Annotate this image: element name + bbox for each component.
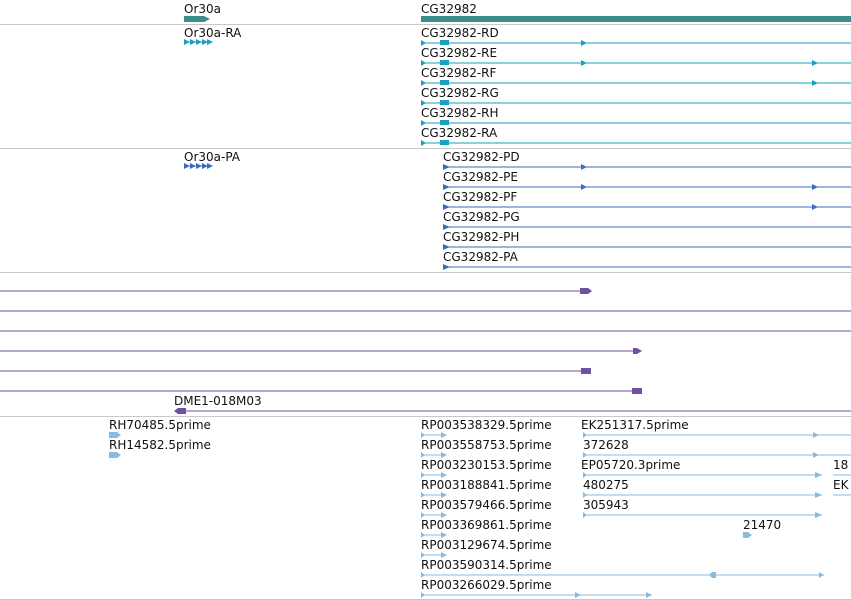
- est-glyph-rp003230153[interactable]: [421, 472, 447, 478]
- alignment-glyph[interactable]: [0, 288, 592, 294]
- gene-label-cg32982[interactable]: CG32982: [421, 2, 477, 16]
- est-glyph-372628[interactable]: [583, 452, 851, 458]
- alignment-glyph-dme1-018m03[interactable]: [174, 408, 851, 414]
- protein-glyph-cg32982-pa[interactable]: [443, 264, 851, 270]
- protein-label-cg32982-ph[interactable]: CG32982-PH: [443, 230, 520, 244]
- protein-label-cg32982-pg[interactable]: CG32982-PG: [443, 210, 520, 224]
- est-glyph-rp003558753[interactable]: [421, 452, 447, 458]
- est-glyph-rp003266029[interactable]: [421, 592, 652, 598]
- est-glyph-rp003579466[interactable]: [421, 512, 447, 518]
- alignment-glyph[interactable]: [0, 368, 591, 374]
- track-separator: [0, 24, 851, 25]
- protein-glyph-cg32982-pe[interactable]: [443, 184, 851, 190]
- protein-glyph-cg32982-pd[interactable]: [443, 164, 851, 170]
- transcript-glyph-or30a-ra[interactable]: [184, 39, 213, 45]
- protein-glyph-cg32982-ph[interactable]: [443, 244, 851, 250]
- est-label-rp003369861[interactable]: RP003369861.5prime: [421, 518, 552, 532]
- gene-track: [184, 16, 851, 22]
- est-glyph-rp003590314[interactable]: [421, 572, 824, 578]
- est-glyph-ep05720[interactable]: [583, 472, 822, 478]
- transcript-label-cg32982-rg[interactable]: CG32982-RG: [421, 86, 499, 100]
- est-label-rp003590314[interactable]: RP003590314.5prime: [421, 558, 552, 572]
- protein-glyph-cg32982-pg[interactable]: [443, 224, 851, 230]
- track-separator: [0, 272, 851, 273]
- transcript-track: [184, 39, 851, 146]
- alignment-label-dme1-018m03[interactable]: DME1-018M03: [174, 394, 262, 408]
- est-label-rh70485[interactable]: RH70485.5prime: [109, 418, 211, 432]
- est-glyph-rh70485[interactable]: [109, 432, 121, 438]
- transcript-glyph-cg32982-rh[interactable]: [421, 120, 851, 126]
- protein-track: [184, 163, 851, 270]
- est-glyph-rp003188841[interactable]: [421, 492, 447, 498]
- transcript-label-cg32982-rf[interactable]: CG32982-RF: [421, 66, 497, 80]
- est-label-480275[interactable]: 480275: [583, 478, 629, 492]
- protein-label-or30a-pa[interactable]: Or30a-PA: [184, 150, 241, 164]
- transcript-label-cg32982-re[interactable]: CG32982-RE: [421, 46, 498, 60]
- alignment-track: [0, 288, 851, 414]
- protein-glyph-or30a-pa[interactable]: [184, 163, 213, 169]
- est-glyph-rp003369861[interactable]: [421, 532, 447, 538]
- est-glyph-305943[interactable]: [583, 512, 822, 518]
- est-label-rp003230153[interactable]: RP003230153.5prime: [421, 458, 552, 472]
- est-glyph-rh14582[interactable]: [109, 452, 121, 458]
- est-label-ep05720[interactable]: EP05720.3prime: [581, 458, 681, 472]
- transcript-glyph-cg32982-rg[interactable]: [421, 100, 851, 106]
- transcript-label-cg32982-rh[interactable]: CG32982-RH: [421, 106, 499, 120]
- est-label-ek251317[interactable]: EK251317.5prime: [581, 418, 689, 432]
- est-label-372628[interactable]: 372628: [583, 438, 629, 452]
- est-label-21470[interactable]: 21470: [743, 518, 782, 532]
- est-label-rp003579466[interactable]: RP003579466.5prime: [421, 498, 552, 512]
- transcript-label-cg32982-rd[interactable]: CG32982-RD: [421, 26, 499, 40]
- transcript-glyph-cg32982-ra[interactable]: [421, 140, 851, 146]
- est-label-rp003538329[interactable]: RP003538329.5prime: [421, 418, 552, 432]
- est-label-rp003188841[interactable]: RP003188841.5prime: [421, 478, 552, 492]
- est-glyph-480275[interactable]: [583, 492, 822, 498]
- est-glyph-rp003538329[interactable]: [421, 432, 447, 438]
- gene-glyph-or30a[interactable]: [184, 16, 210, 22]
- protein-label-cg32982-pa[interactable]: CG32982-PA: [443, 250, 518, 264]
- alignment-glyph[interactable]: [0, 388, 642, 394]
- gene-glyph-cg32982[interactable]: [421, 16, 851, 22]
- est-label-305943[interactable]: 305943: [583, 498, 629, 512]
- transcript-glyph-cg32982-rd[interactable]: [421, 40, 851, 46]
- track-separator: [0, 148, 851, 149]
- protein-glyph-cg32982-pf[interactable]: [443, 204, 851, 210]
- est-glyph-ek251317[interactable]: [583, 432, 851, 438]
- protein-label-cg32982-pe[interactable]: CG32982-PE: [443, 170, 518, 184]
- transcript-label-or30a-ra[interactable]: Or30a-RA: [184, 26, 242, 40]
- est-glyph-rp003129674[interactable]: [421, 552, 447, 558]
- est-track: [109, 432, 851, 598]
- transcript-label-cg32982-ra[interactable]: CG32982-RA: [421, 126, 498, 140]
- est-label-rh14582[interactable]: RH14582.5prime: [109, 438, 211, 452]
- protein-label-cg32982-pf[interactable]: CG32982-PF: [443, 190, 518, 204]
- est-label-rp003129674[interactable]: RP003129674.5prime: [421, 538, 552, 552]
- est-glyph-21470[interactable]: [743, 532, 752, 538]
- transcript-glyph-cg32982-re[interactable]: [421, 60, 851, 66]
- track-separator: [0, 416, 851, 417]
- est-label-rp003266029[interactable]: RP003266029.5prime: [421, 578, 552, 592]
- alignment-glyph[interactable]: [0, 348, 642, 354]
- transcript-glyph-cg32982-rf[interactable]: [421, 80, 851, 86]
- gene-label-or30a[interactable]: Or30a: [184, 2, 222, 16]
- est-label-rp003558753[interactable]: RP003558753.5prime: [421, 438, 552, 452]
- protein-label-cg32982-pd[interactable]: CG32982-PD: [443, 150, 520, 164]
- est-label-18[interactable]: 18: [833, 458, 849, 472]
- est-label-ek[interactable]: EK: [833, 478, 849, 492]
